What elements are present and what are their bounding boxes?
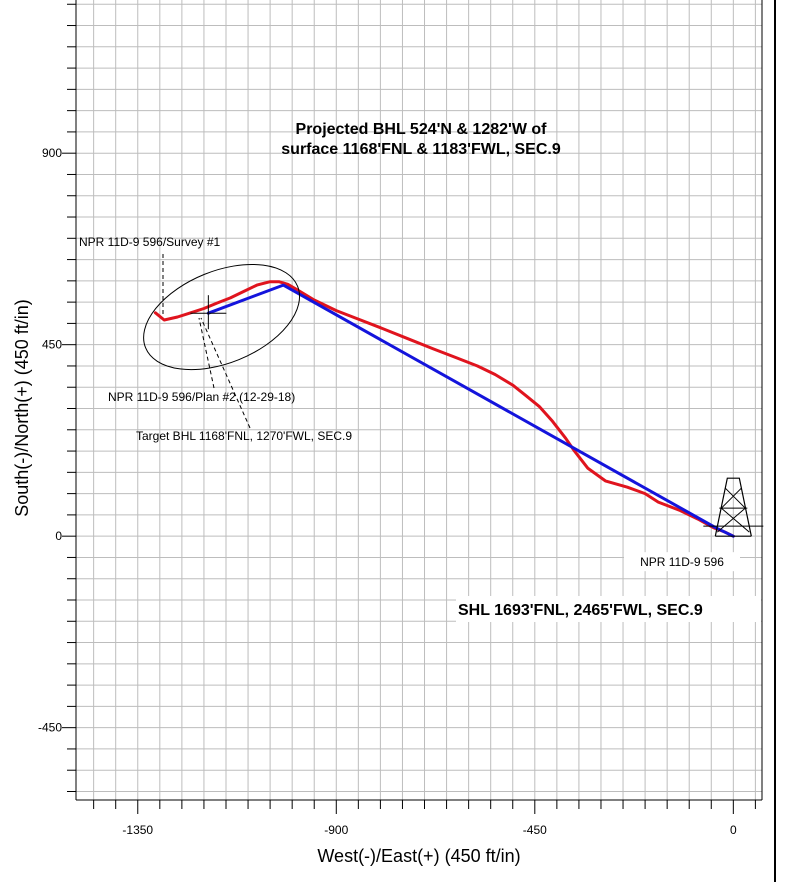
grid xyxy=(76,0,762,800)
well-name-label: NPR 11D-9 596 xyxy=(640,555,724,569)
x-tick-label: 0 xyxy=(730,823,737,837)
rig-bracing xyxy=(716,487,750,533)
plot-frame xyxy=(75,0,776,882)
target-bhl-label: Target BHL 1168'FNL, 1270'FWL, SEC.9 xyxy=(136,429,352,443)
annotation-labels: West(-)/East(+) (450 ft/in) South(-)/Nort… xyxy=(12,121,761,866)
rig-legs xyxy=(714,477,752,537)
shl-label-background xyxy=(456,596,761,622)
x-tick-label: -1350 xyxy=(122,823,153,837)
y-axis-title: South(-)/North(+) (450 ft/in) xyxy=(12,299,32,517)
y-tick-label: 450 xyxy=(42,338,62,352)
symbols xyxy=(143,263,764,537)
projected-bhl-label-line1: Projected BHL 524'N & 1282'W of xyxy=(296,121,548,138)
plan-series-label: NPR 11D-9 596/Plan #2 (12-29-18) xyxy=(108,390,295,404)
survey-line xyxy=(153,280,735,538)
axis-ticks: -1350 -900 -450 0 -450 0 450 900 xyxy=(38,3,756,837)
y-tick-label: -450 xyxy=(38,721,62,735)
target-leader-line xyxy=(200,317,251,429)
target-ellipse xyxy=(143,263,301,371)
surface-hole-location-label: SHL 1693'FNL, 2465'FWL, SEC.9 xyxy=(458,602,703,619)
x-axis-title: West(-)/East(+) (450 ft/in) xyxy=(317,846,520,866)
y-tick-label: 0 xyxy=(55,529,62,543)
projected-bhl-label-line2: surface 1168'FNL & 1183'FWL, SEC.9 xyxy=(281,141,561,158)
x-tick-label: -450 xyxy=(523,823,547,837)
plan-leader-line xyxy=(198,317,215,389)
series-lines xyxy=(153,280,735,538)
y-tick-label: 900 xyxy=(42,146,62,160)
drilling-rig-icon xyxy=(703,477,764,537)
plan-line xyxy=(206,283,735,538)
x-tick-label: -900 xyxy=(324,823,348,837)
survey-series-label: NPR 11D-9 596/Survey #1 xyxy=(79,235,221,249)
well-label-background xyxy=(624,552,740,572)
